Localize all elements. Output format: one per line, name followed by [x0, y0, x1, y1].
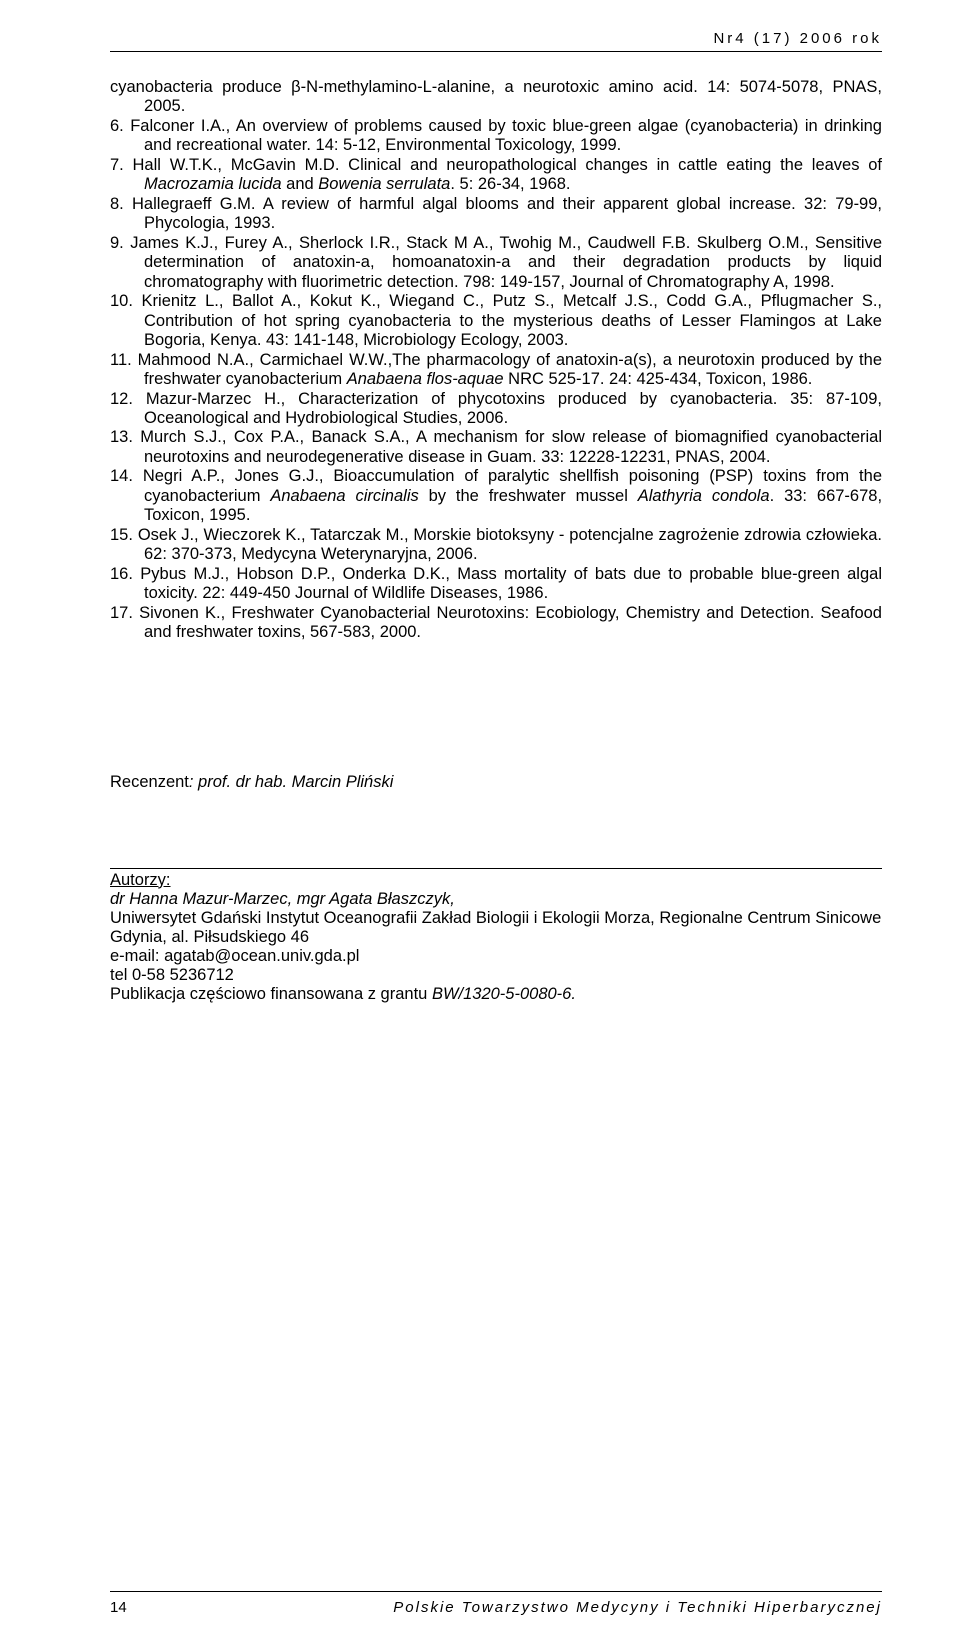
funding-text: Publikacja częściowo finansowana z grant…: [110, 985, 432, 1003]
authors-address: Gdynia, al. Piłsudskiego 46: [110, 928, 882, 947]
reviewer-line: Recenzent: prof. dr hab. Marcin Pliński: [110, 773, 882, 792]
header-rule: [110, 51, 882, 52]
authors-tel: tel 0-58 5236712: [110, 966, 882, 985]
reference-item: 14. Negri A.P., Jones G.J., Bioaccumulat…: [110, 467, 882, 525]
authors-affiliation: Uniwersytet Gdański Instytut Oceanografi…: [110, 909, 882, 928]
grant-id: BW/1320-5-0080-6.: [432, 985, 576, 1003]
references-list: cyanobacteria produce β-N-methylamino-L-…: [110, 78, 882, 643]
page-header: Nr4 (17) 2006 rok: [110, 30, 882, 47]
reference-item: 15. Osek J., Wieczorek K., Tatarczak M.,…: [110, 526, 882, 565]
authors-rule: [110, 868, 882, 869]
reference-item: 6. Falconer I.A., An overview of problem…: [110, 117, 882, 156]
reference-item: 11. Mahmood N.A., Carmichael W.W.,The ph…: [110, 351, 882, 390]
reference-item: 17. Sivonen K., Freshwater Cyanobacteria…: [110, 604, 882, 643]
footer-org: Polskie Towarzystwo Medycyny i Techniki …: [393, 1599, 882, 1616]
reference-item: 9. James K.J., Furey A., Sherlock I.R., …: [110, 234, 882, 292]
authors-heading: Autorzy:: [110, 871, 882, 890]
footer-rule: [110, 1591, 882, 1592]
reference-item: 8. Hallegraeff G.M. A review of harmful …: [110, 195, 882, 234]
page-footer: 14 Polskie Towarzystwo Medycyny i Techni…: [110, 1599, 882, 1616]
authors-email: e-mail: agatab@ocean.univ.gda.pl: [110, 947, 882, 966]
reference-item: 7. Hall W.T.K., McGavin M.D. Clinical an…: [110, 156, 882, 195]
reference-item: 16. Pybus M.J., Hobson D.P., Onderka D.K…: [110, 565, 882, 604]
reference-item: 12. Mazur-Marzec H., Characterization of…: [110, 390, 882, 429]
reviewer-name: : prof. dr hab. Marcin Pliński: [189, 773, 394, 791]
reference-item: cyanobacteria produce β-N-methylamino-L-…: [110, 78, 882, 117]
reference-item: 13. Murch S.J., Cox P.A., Banack S.A., A…: [110, 428, 882, 467]
reviewer-label: Recenzent: [110, 773, 189, 791]
authors-funding: Publikacja częściowo finansowana z grant…: [110, 985, 882, 1004]
authors-block: Autorzy: dr Hanna Mazur-Marzec, mgr Agat…: [110, 868, 882, 1004]
page-number: 14: [110, 1599, 127, 1616]
reference-item: 10. Krienitz L., Ballot A., Kokut K., Wi…: [110, 292, 882, 350]
authors-names: dr Hanna Mazur-Marzec, mgr Agata Błaszcz…: [110, 890, 882, 909]
